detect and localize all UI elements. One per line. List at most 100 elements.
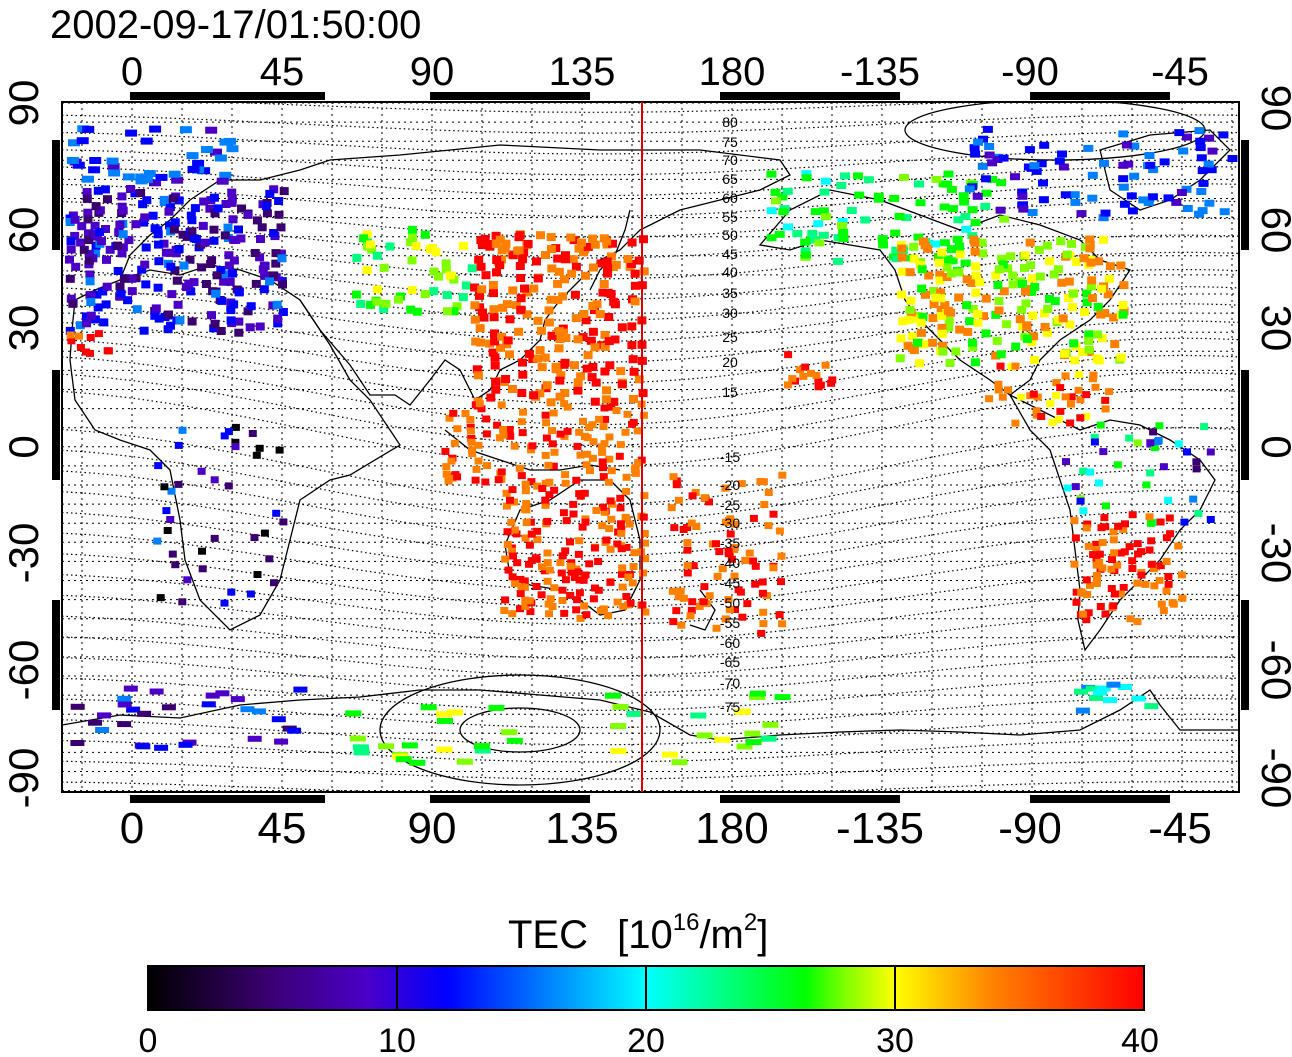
tec-cell: [996, 350, 1006, 359]
tec-cell: [543, 549, 552, 557]
tec-cell: [83, 208, 93, 217]
tec-cell: [1084, 609, 1093, 617]
tec-cell: [220, 432, 229, 440]
tec-cell: [613, 540, 622, 548]
tec-cell: [394, 295, 403, 304]
tec-cell: [1017, 279, 1027, 288]
tec-cell: [967, 206, 978, 214]
tec-cell: [1076, 396, 1085, 404]
tec-cell: [407, 286, 417, 295]
contour-line: [62, 697, 1239, 729]
tec-cell: [1043, 304, 1053, 313]
tec-cell: [577, 238, 586, 247]
tec-cell: [210, 476, 219, 484]
tec-cell: [1195, 137, 1206, 145]
tec-cell: [929, 287, 939, 295]
tec-cell: [589, 263, 598, 272]
tec-cell: [220, 270, 230, 279]
tec-cell: [170, 218, 180, 227]
tec-cell: [86, 291, 96, 300]
tec-cell: [246, 590, 255, 598]
tec-cell: [594, 558, 603, 565]
tec-cell: [493, 421, 502, 429]
tec-cell: [273, 319, 283, 328]
tec-cell: [412, 307, 422, 316]
tec-cell: [914, 180, 924, 188]
tec-cell: [688, 598, 697, 606]
tec-cell: [575, 428, 584, 436]
tec-cell: [980, 202, 991, 210]
tec-cell: [1076, 210, 1087, 218]
tec-cell: [570, 573, 579, 581]
tec-cell: [1024, 146, 1035, 154]
tec-cell: [1061, 372, 1070, 380]
tec-cell: [211, 289, 221, 298]
tec-cell: [1097, 524, 1106, 532]
tec-cell: [762, 721, 779, 728]
tec-cell: [1054, 415, 1063, 423]
tec-cell: [353, 749, 370, 756]
tec-cell: [1118, 684, 1132, 690]
tec-cell: [1064, 293, 1074, 302]
tec-cell: [725, 606, 734, 614]
contour-line: [62, 531, 1239, 591]
tec-cell: [185, 255, 195, 264]
contour-value-label: 65: [722, 171, 738, 187]
tec-cell: [352, 744, 369, 751]
tec-cell: [1061, 393, 1070, 401]
tec-cell: [209, 236, 219, 245]
tec-cell: [751, 580, 760, 588]
contour-line: [62, 635, 1239, 677]
tec-cell: [409, 759, 426, 766]
tec-cell: [545, 491, 554, 499]
tec-cell: [1121, 520, 1129, 528]
tec-cell: [405, 238, 415, 247]
tec-cell: [532, 555, 541, 563]
tec-cell: [210, 319, 220, 328]
tec-cell: [513, 559, 522, 567]
lat-label-left: 30: [0, 305, 47, 352]
tec-cell: [541, 251, 550, 259]
tec-cell: [508, 610, 517, 618]
tec-cell: [537, 363, 547, 372]
tec-cell: [517, 389, 527, 397]
tec-cell: [758, 578, 767, 586]
tec-cell: [1176, 189, 1187, 196]
tec-cell: [586, 336, 596, 345]
tec-cell: [72, 161, 85, 169]
tec-cell: [683, 546, 692, 554]
tec-cell: [603, 269, 612, 278]
tec-cell: [692, 523, 701, 530]
tec-cell: [559, 509, 568, 517]
tec-cell: [501, 239, 511, 248]
tec-cell: [252, 216, 262, 225]
tec-cell: [580, 602, 589, 610]
tec-cell: [507, 518, 516, 526]
tec-cell: [213, 204, 223, 213]
tec-cell: [1118, 301, 1128, 309]
tec-cell: [187, 216, 197, 225]
tec-cell: [1071, 483, 1080, 491]
tec-cell: [88, 166, 101, 174]
tec-cell: [555, 335, 565, 343]
contour-value-label: 20: [722, 354, 738, 370]
tec-cell: [962, 275, 972, 284]
tec-cell: [617, 545, 626, 553]
tec-cell: [905, 268, 915, 277]
tec-cell: [1058, 314, 1068, 323]
tec-cell: [516, 575, 525, 583]
tec-cell: [186, 211, 196, 220]
tec-cell: [229, 235, 239, 244]
tec-cell: [1159, 158, 1170, 166]
tec-cell: [225, 277, 235, 286]
tec-cell: [573, 442, 582, 450]
tec-cell: [154, 240, 163, 249]
tec-cell: [1116, 353, 1126, 362]
tec-cell: [1149, 428, 1158, 436]
tec-cell: [1092, 546, 1101, 553]
tec-cell: [70, 215, 80, 224]
tec-cell: [1093, 577, 1101, 585]
tec-cell: [260, 271, 270, 280]
tec-cell: [562, 517, 571, 525]
tec-cell: [540, 567, 549, 575]
